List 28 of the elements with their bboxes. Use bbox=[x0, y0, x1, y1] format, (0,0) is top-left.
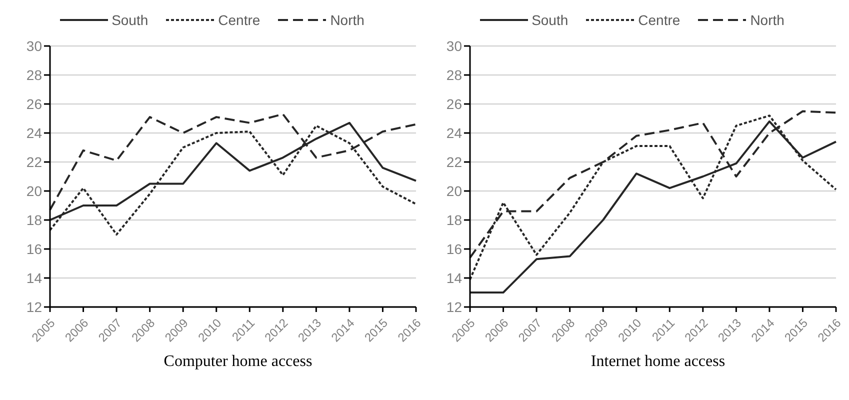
legend-label: South bbox=[112, 12, 148, 28]
text: Computer home access bbox=[162, 353, 314, 371]
legend-label: South bbox=[532, 12, 568, 28]
y-tick-label: 12 bbox=[446, 298, 462, 315]
text: Internet home access bbox=[590, 353, 726, 371]
legend-label: Centre bbox=[218, 12, 260, 28]
y-tick-label: 20 bbox=[446, 182, 462, 199]
y-tick-label: 24 bbox=[26, 124, 42, 141]
y-tick-label: 14 bbox=[26, 270, 42, 286]
y-tick-label: 16 bbox=[26, 240, 42, 257]
y-tick-label: 24 bbox=[446, 124, 462, 141]
y-tick-label: 28 bbox=[26, 66, 42, 83]
legend-label: North bbox=[750, 12, 784, 28]
y-tick-label: 18 bbox=[446, 212, 462, 228]
y-tick-label: 22 bbox=[446, 154, 462, 170]
legend-label: North bbox=[330, 12, 364, 28]
y-tick-label: 28 bbox=[446, 66, 462, 83]
y-tick-label: 30 bbox=[446, 38, 462, 54]
y-tick-label: 26 bbox=[26, 96, 42, 112]
y-tick-label: 14 bbox=[446, 270, 462, 286]
y-tick-label: 18 bbox=[26, 212, 42, 228]
y-tick-label: 26 bbox=[446, 96, 462, 112]
y-tick-label: 30 bbox=[26, 38, 42, 54]
y-tick-label: 16 bbox=[446, 240, 462, 257]
y-tick-label: 12 bbox=[26, 298, 42, 315]
y-tick-label: 22 bbox=[26, 154, 42, 170]
legend-label: Centre bbox=[638, 12, 680, 28]
y-tick-label: 20 bbox=[26, 182, 42, 199]
